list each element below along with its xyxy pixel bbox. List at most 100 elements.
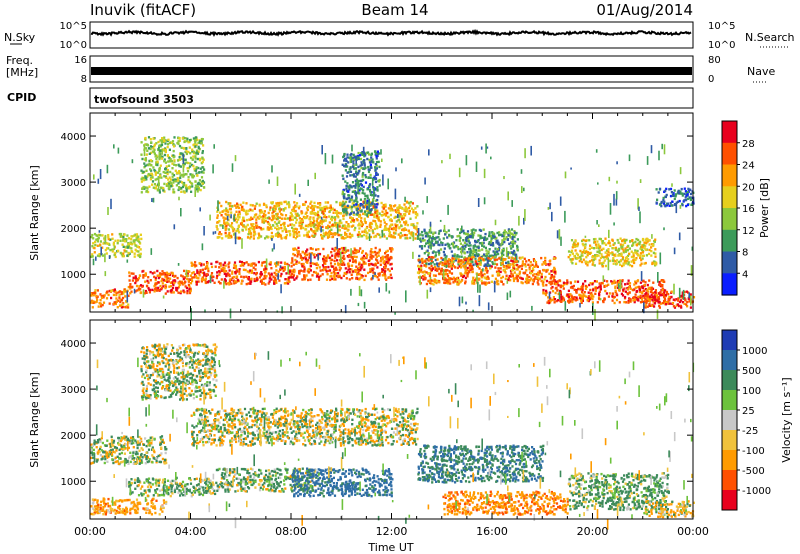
power-cell: [644, 294, 647, 298]
power-cell: [340, 233, 343, 237]
power-cell: [663, 291, 666, 295]
power-cell: [356, 249, 359, 253]
power-cell: [499, 267, 502, 270]
power-cell: [543, 269, 546, 272]
power-cell: [247, 209, 251, 212]
power-cell: [280, 237, 283, 240]
power-cell: [224, 281, 227, 284]
power-cell: [468, 264, 471, 267]
power-cell: [197, 280, 200, 283]
power-cell: [473, 231, 476, 234]
power-cell: [286, 278, 289, 281]
power-cell: [433, 263, 436, 266]
power-cell: [368, 262, 371, 266]
power-cell: [160, 279, 163, 283]
power-cell: [598, 285, 601, 289]
power-cell: [352, 160, 355, 163]
power-cell: [646, 289, 649, 292]
power-cell: [349, 198, 352, 201]
power-cell: [258, 217, 261, 220]
power-cell: [477, 245, 480, 248]
power-cell: [227, 263, 230, 266]
power-cell: [285, 272, 288, 275]
power-cell: [453, 253, 456, 256]
power-cell: [148, 185, 151, 188]
power-cell: [412, 211, 415, 214]
power-cell: [378, 272, 381, 275]
power-cell: [376, 203, 379, 206]
power-cell: [485, 238, 488, 241]
power-cell: [261, 282, 264, 285]
power-cell: [653, 260, 656, 264]
power-cell: [277, 231, 280, 234]
power-cell: [336, 250, 339, 253]
power-cell: [233, 204, 237, 207]
power-cell: [360, 217, 363, 220]
power-cell: [144, 272, 147, 275]
power-cell: [342, 155, 345, 159]
power-cell: [287, 282, 290, 285]
power-cell: [242, 276, 245, 279]
power-cell: [268, 208, 272, 212]
power-cell: [135, 284, 139, 288]
power-cell: [261, 220, 264, 224]
power-cell: [159, 273, 162, 277]
power-cell: [376, 210, 379, 213]
power-cell: [237, 218, 240, 221]
power-cell: [314, 212, 317, 215]
power-cell: [476, 265, 480, 268]
power-cell: [154, 171, 157, 174]
power-cell: [207, 269, 210, 273]
power-cell: [283, 282, 286, 285]
power-cell: [253, 207, 256, 210]
power-cell: [646, 283, 649, 287]
power-cell: [657, 296, 660, 299]
power-cell: [324, 219, 327, 222]
power-cell: [359, 157, 363, 161]
power-cell: [237, 225, 240, 229]
power-cell: [571, 297, 574, 300]
power-cell: [125, 250, 128, 253]
power-cell: [602, 256, 605, 259]
power-cell: [317, 263, 320, 267]
power-cell: [200, 277, 203, 281]
power-cell: [456, 280, 459, 284]
power-cell: [590, 295, 593, 298]
power-cell: [178, 139, 181, 142]
power-cell: [483, 264, 486, 267]
power-cell: [270, 201, 273, 204]
power-cell: [188, 146, 191, 149]
power-cell: [478, 257, 481, 260]
power-cell: [537, 273, 540, 276]
power-cell: [254, 268, 257, 271]
power-cell: [370, 222, 374, 225]
freq-label-line2: [MHz]: [6, 66, 38, 79]
power-cell: [189, 162, 192, 165]
power-cell: [195, 185, 198, 188]
power-cell: [462, 229, 465, 232]
power-cell: [516, 279, 519, 283]
power-cell: [333, 262, 337, 266]
power-cell: [470, 264, 473, 268]
power-cell: [614, 286, 617, 290]
power-cell: [153, 275, 156, 279]
power-cell: [480, 276, 483, 279]
power-cell: [356, 273, 359, 276]
power-cell: [229, 278, 232, 281]
power-cell: [368, 208, 371, 212]
power-cell: [295, 260, 298, 263]
power-cell: [594, 287, 598, 290]
power-cell: [551, 290, 555, 293]
power-cell: [277, 235, 280, 238]
power-cell: [571, 262, 574, 265]
power-cell: [594, 257, 597, 261]
power-cell: [283, 200, 286, 204]
power-cell: [447, 245, 450, 248]
power-cell: [388, 229, 391, 233]
power-cell: [228, 261, 231, 264]
power-cell: [622, 249, 625, 252]
power-cell: [642, 289, 645, 292]
power-cell: [599, 284, 602, 287]
power-cell: [262, 277, 265, 281]
power-cell: [141, 187, 144, 191]
